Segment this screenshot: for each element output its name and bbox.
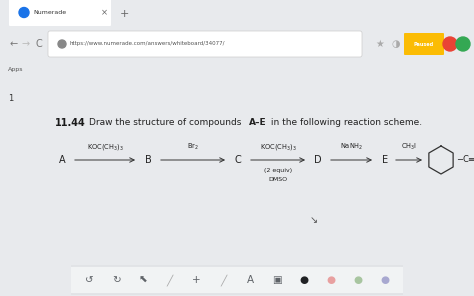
- Text: ↺: ↺: [85, 275, 94, 285]
- Text: https://www.numerade.com/answers/whiteboard/34077/: https://www.numerade.com/answers/whitebo…: [70, 41, 226, 46]
- Text: (2 equiv): (2 equiv): [264, 168, 292, 173]
- Text: B: B: [145, 155, 151, 165]
- Text: KOC(CH$_3$)$_3$: KOC(CH$_3$)$_3$: [260, 142, 296, 152]
- Text: ●: ●: [380, 275, 389, 285]
- Text: Apps: Apps: [8, 67, 24, 73]
- Text: Br$_2$: Br$_2$: [187, 142, 199, 152]
- FancyBboxPatch shape: [9, 0, 111, 26]
- Text: ×: ×: [100, 8, 108, 17]
- Text: 11.44: 11.44: [55, 118, 86, 128]
- Text: in the following reaction scheme.: in the following reaction scheme.: [268, 118, 422, 127]
- Text: ●: ●: [353, 275, 362, 285]
- FancyBboxPatch shape: [64, 266, 410, 294]
- Text: ▣: ▣: [273, 275, 282, 285]
- Text: ↻: ↻: [112, 275, 120, 285]
- Text: ←: ←: [10, 39, 18, 49]
- Circle shape: [58, 40, 66, 48]
- Text: Numerade: Numerade: [33, 10, 66, 15]
- Text: ↘: ↘: [310, 215, 318, 225]
- Text: ╱: ╱: [167, 274, 173, 286]
- Text: ★: ★: [375, 39, 384, 49]
- Text: ╱: ╱: [220, 274, 227, 286]
- Text: +: +: [192, 275, 201, 285]
- Text: Draw the structure of compounds: Draw the structure of compounds: [89, 118, 244, 127]
- Circle shape: [443, 37, 457, 51]
- Text: C: C: [235, 155, 241, 165]
- Text: NaNH$_2$: NaNH$_2$: [340, 142, 363, 152]
- Text: D: D: [314, 155, 322, 165]
- Bar: [0, 0, 474, 28]
- Text: KOC(CH$_3$)$_3$: KOC(CH$_3$)$_3$: [87, 142, 123, 152]
- Text: +: +: [120, 9, 129, 19]
- Text: 1: 1: [8, 94, 13, 103]
- FancyBboxPatch shape: [48, 31, 362, 57]
- Text: A: A: [247, 275, 254, 285]
- Text: CH$_3$I: CH$_3$I: [401, 142, 417, 152]
- Text: DMSO: DMSO: [268, 177, 288, 182]
- Text: ─C≡CCH$_3$: ─C≡CCH$_3$: [457, 154, 474, 166]
- Text: ◑: ◑: [392, 39, 401, 49]
- Circle shape: [19, 7, 29, 17]
- Text: ⬉: ⬉: [139, 275, 147, 285]
- Text: A: A: [59, 155, 65, 165]
- Circle shape: [456, 37, 470, 51]
- Text: ●: ●: [300, 275, 309, 285]
- Text: A–E: A–E: [249, 118, 266, 127]
- Text: →: →: [22, 39, 30, 49]
- Text: ●: ●: [327, 275, 336, 285]
- FancyBboxPatch shape: [404, 33, 444, 55]
- Text: Paused: Paused: [414, 41, 434, 46]
- Text: C: C: [36, 39, 43, 49]
- Text: E: E: [382, 155, 388, 165]
